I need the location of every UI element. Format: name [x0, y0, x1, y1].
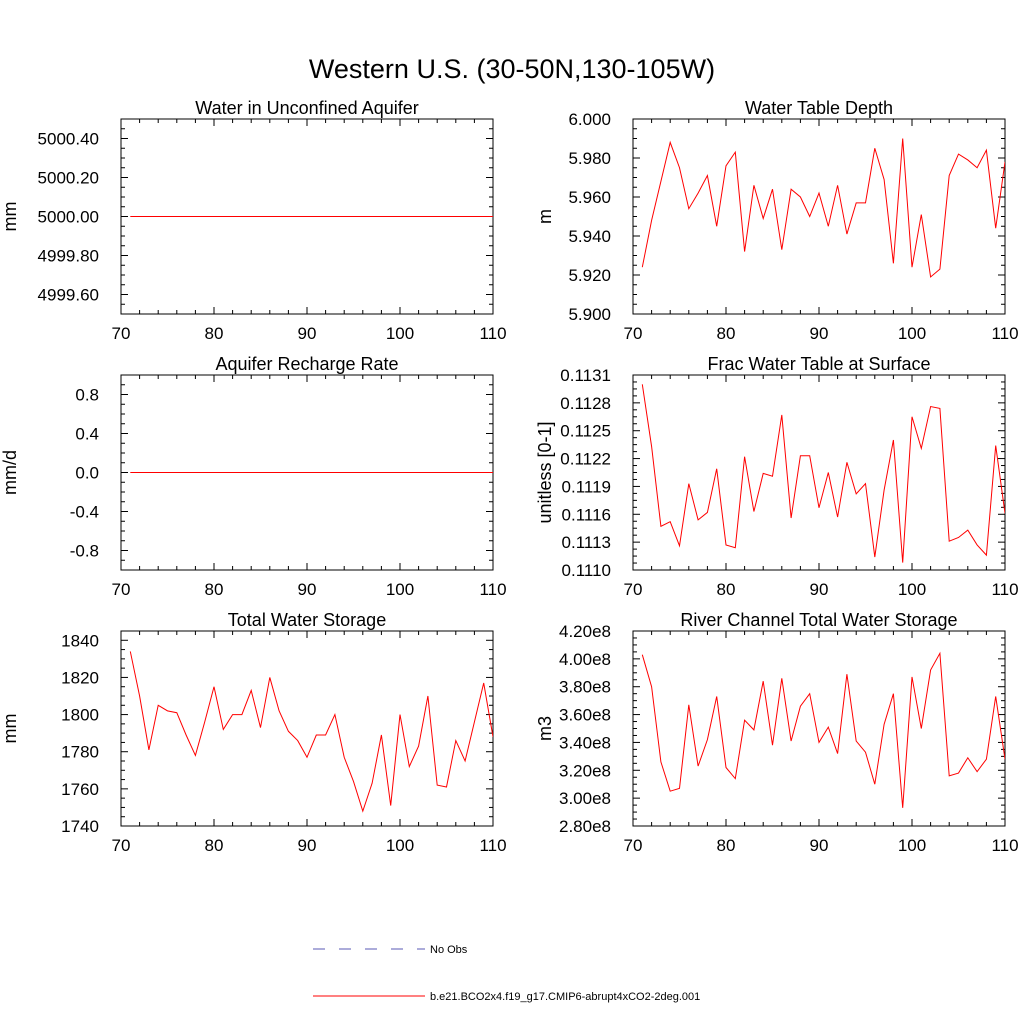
x-tick-label: 110: [479, 324, 506, 343]
series-line: [641, 138, 1005, 278]
x-tick-label: 100: [386, 836, 414, 855]
y-tick-label: 5000.20: [38, 169, 99, 188]
y-tick-label: 5.980: [568, 149, 611, 168]
plot-frame: [632, 118, 1006, 315]
y-tick-label: 5.900: [568, 305, 611, 324]
x-tick-label: 90: [810, 580, 829, 599]
chart-panel: Water in Unconfined Aquifer 70 80 90 100 110 4…: [0, 98, 507, 343]
y-axis-label: mm: [0, 714, 20, 744]
y-tick-label: 0.1125: [560, 422, 611, 441]
y-tick-label: 3.00e8: [559, 789, 611, 808]
chart-panel: Total Water Storage 70 80 90 100 110 1740 1760 1…: [0, 610, 507, 855]
x-tick-label: 100: [898, 324, 926, 343]
y-axis-label: m: [535, 209, 555, 224]
y-tick-label: 0.1122: [560, 450, 611, 469]
y-axis-label: unitless [0-1]: [535, 421, 555, 523]
x-tick-label: 110: [991, 324, 1018, 343]
y-tick-label: 1800: [61, 706, 99, 725]
x-tick-label: 80: [717, 580, 736, 599]
chart-panel: Aquifer Recharge Rate 70 80 90 100 110 -0.8 -0.…: [0, 354, 507, 599]
x-tick-label: 70: [624, 324, 643, 343]
y-tick-label: 5000.00: [38, 208, 99, 227]
panel-title: Aquifer Recharge Rate: [215, 354, 398, 374]
y-tick-label: 3.40e8: [559, 733, 611, 752]
series-line: [641, 651, 1005, 808]
x-tick-label: 80: [717, 836, 736, 855]
x-tick-label: 80: [205, 836, 224, 855]
panels-group: Water in Unconfined Aquifer 70 80 90 100 110 4…: [0, 98, 1019, 855]
y-axis-label: mm/d: [0, 450, 20, 495]
y-tick-label: 4999.80: [38, 247, 99, 266]
y-tick-label: 4999.60: [38, 286, 99, 305]
y-tick-label: 0.1128: [560, 394, 611, 413]
legend-model-label: b.e21.BCO2x4.f19_g17.CMIP6-abrupt4xCO2-2…: [430, 991, 700, 1003]
panel-title: Frac Water Table at Surface: [707, 354, 930, 374]
y-tick-label: 3.80e8: [559, 678, 611, 697]
x-tick-label: 90: [298, 324, 317, 343]
y-tick-label: 3.60e8: [559, 706, 611, 725]
x-tick-label: 110: [479, 580, 506, 599]
y-tick-label: -0.8: [70, 542, 99, 561]
x-tick-label: 100: [386, 580, 414, 599]
x-tick-label: 100: [386, 324, 414, 343]
panel-title: Water in Unconfined Aquifer: [195, 98, 418, 118]
y-tick-label: 5.920: [568, 266, 611, 285]
y-tick-label: 4.20e8: [559, 622, 611, 641]
x-tick-label: 110: [991, 836, 1018, 855]
figure-title: Western U.S. (30-50N,130-105W): [309, 54, 715, 84]
y-tick-label: 0.1131: [560, 366, 611, 385]
chart-panel: River Channel Total Water Storage 70 80 90 1…: [535, 610, 1019, 855]
y-tick-label: 1740: [61, 817, 99, 836]
y-tick-label: 0.1119: [562, 477, 611, 496]
y-tick-label: 3.20e8: [559, 761, 611, 780]
y-tick-label: 5000.40: [38, 130, 99, 149]
panel-title: River Channel Total Water Storage: [680, 610, 957, 630]
y-tick-label: 2.80e8: [559, 817, 611, 836]
y-axis-label: mm: [0, 202, 20, 232]
y-tick-label: 6.000: [568, 110, 611, 129]
plot-frame: [120, 630, 494, 827]
series-line: [641, 384, 1005, 563]
y-tick-label: 1820: [61, 668, 99, 687]
y-tick-label: 0.0: [75, 464, 99, 483]
y-tick-label: 1760: [61, 780, 99, 799]
y-tick-label: 0.1110: [562, 561, 611, 580]
x-tick-label: 90: [298, 836, 317, 855]
chart-panel: Frac Water Table at Surface 70 80 90 100 110 0…: [535, 354, 1019, 599]
y-tick-label: 0.1113: [562, 533, 611, 552]
plot-frame: [632, 630, 1006, 827]
x-tick-label: 70: [624, 580, 643, 599]
series-line: [129, 651, 493, 813]
x-tick-label: 70: [112, 580, 131, 599]
x-tick-label: 90: [810, 324, 829, 343]
x-tick-label: 90: [298, 580, 317, 599]
y-tick-label: 5.960: [568, 188, 611, 207]
x-tick-label: 100: [898, 836, 926, 855]
x-tick-label: 80: [717, 324, 736, 343]
x-tick-label: 70: [112, 324, 131, 343]
x-tick-label: 80: [205, 324, 224, 343]
panel-title: Total Water Storage: [228, 610, 386, 630]
x-tick-label: 100: [898, 580, 926, 599]
y-axis-label: m3: [535, 716, 555, 741]
legend-obs-label: No Obs: [430, 944, 468, 956]
x-tick-label: 110: [991, 580, 1018, 599]
x-tick-label: 80: [205, 580, 224, 599]
x-tick-label: 70: [624, 836, 643, 855]
chart-panel: Water Table Depth 70 80 90 100 110 5.900 5.920 5…: [535, 98, 1019, 343]
y-tick-label: 0.1116: [562, 505, 611, 524]
y-tick-label: 5.940: [568, 227, 611, 246]
y-tick-label: 0.8: [75, 386, 99, 405]
x-tick-label: 70: [112, 836, 131, 855]
y-tick-label: 1780: [61, 743, 99, 762]
y-tick-label: 1840: [61, 631, 99, 650]
panel-title: Water Table Depth: [745, 98, 893, 118]
y-tick-label: -0.4: [70, 503, 99, 522]
x-tick-label: 110: [479, 836, 506, 855]
y-tick-label: 0.4: [75, 425, 99, 444]
y-tick-label: 4.00e8: [559, 650, 611, 669]
x-tick-label: 90: [810, 836, 829, 855]
legend: No Obs b.e21.BCO2x4.f19_g17.CMIP6-abrupt…: [313, 944, 700, 1003]
